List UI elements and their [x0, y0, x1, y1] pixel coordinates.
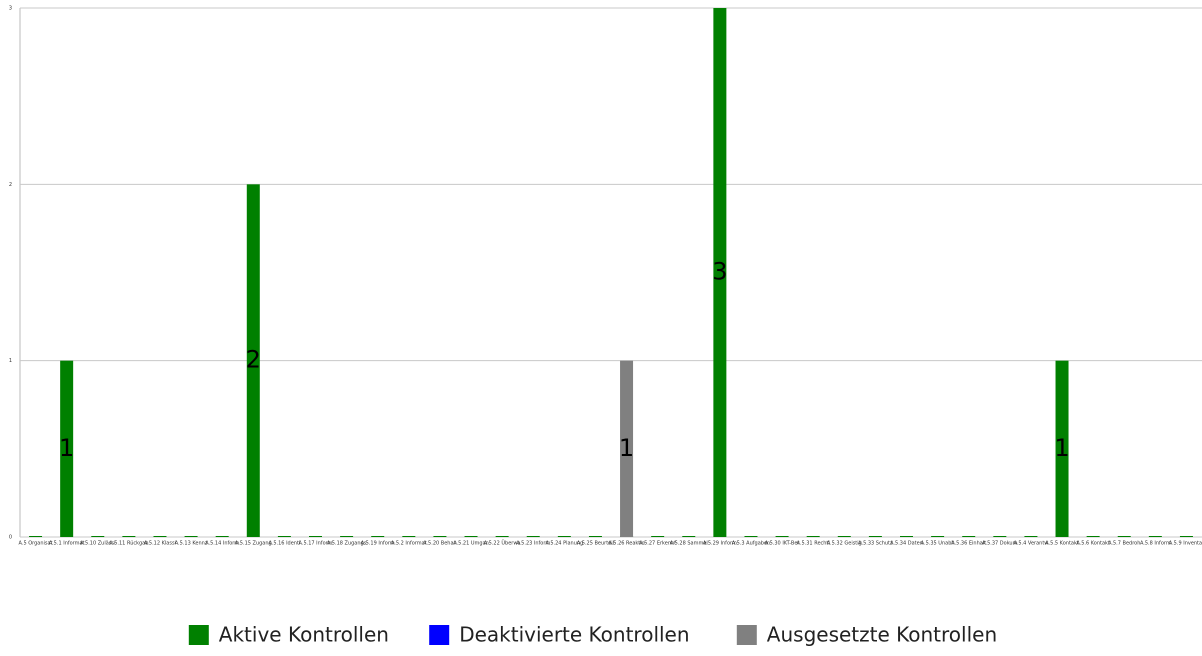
- x-tick-label: A.5 Organisat: [19, 541, 53, 547]
- x-tick-label: A.5.26 Reaktio: [608, 541, 644, 547]
- bar: [744, 536, 758, 537]
- y-tick-label: 3: [9, 6, 12, 12]
- legend-swatch: [188, 625, 209, 645]
- data-label: 1: [59, 434, 74, 462]
- x-tick-label: A.5.6 Kontakt: [1076, 541, 1110, 547]
- x-tick-label: A.5.30 IKT-Ber: [765, 541, 801, 547]
- x-tick-label: A.5.34 Daten: [890, 541, 923, 547]
- legend-label: Aktive Kontrollen: [219, 623, 389, 647]
- bar: [557, 536, 571, 537]
- bar: [1117, 536, 1131, 537]
- bar: [309, 536, 322, 537]
- x-tick-label: A.5.15 Zugang: [235, 541, 272, 547]
- x-tick-label: A.5.11 Rückgab: [109, 541, 148, 547]
- x-tick-label: A.5.27 Erkennt: [639, 541, 676, 547]
- x-tick-label: A.5.1 Informat: [49, 541, 85, 547]
- x-tick-label: A.5.17 Inform: [299, 541, 333, 547]
- bar: [402, 536, 416, 537]
- bar: [433, 536, 447, 537]
- data-label: 3: [712, 258, 727, 286]
- bar: [246, 184, 260, 538]
- x-tick-label: A.5.32 Geistig: [827, 541, 862, 547]
- x-tick-label: A.5.22 Überwa: [484, 540, 521, 547]
- bar: [495, 536, 509, 537]
- bar: [1086, 536, 1100, 537]
- x-tick-label: A.5.14 Inform: [205, 541, 239, 547]
- bar: [868, 536, 882, 537]
- bar: [277, 536, 291, 537]
- x-tick-label: A.5.9 Inventar: [1169, 541, 1202, 547]
- y-tick-label: 2: [9, 182, 12, 188]
- x-tick-label: A.5.4 Verantw: [1013, 541, 1048, 547]
- x-tick-label: A.5.7 Bedroh: [1108, 541, 1140, 547]
- y-tick-label: 0: [9, 535, 12, 541]
- x-tick-label: A.5.21 Umgan: [453, 541, 489, 547]
- bar: [1024, 536, 1038, 537]
- data-label: 1: [619, 434, 634, 462]
- bar: [620, 360, 634, 537]
- x-tick-label: A.5.33 Schutz: [858, 541, 893, 547]
- bar: [1179, 536, 1193, 537]
- bar: [153, 536, 167, 537]
- x-tick-label: A.5.23 Inform: [516, 541, 550, 547]
- bar: [962, 536, 976, 537]
- bar: [29, 536, 43, 537]
- legend-swatch: [736, 625, 757, 645]
- x-tick-label: A.5.5 Kontakt: [1045, 541, 1079, 547]
- x-tick-label: A.5.18 Zugangs: [327, 541, 367, 547]
- bar: [122, 536, 136, 537]
- bar: [806, 536, 820, 537]
- bar: [91, 536, 105, 537]
- bar: [931, 536, 945, 537]
- bar: [526, 536, 540, 537]
- bar: [900, 536, 913, 537]
- bar: [588, 536, 602, 537]
- bar: [340, 536, 354, 537]
- bar: [775, 536, 789, 537]
- bar: [60, 360, 74, 537]
- x-tick-label: A.5.36 Einhalt: [951, 541, 986, 547]
- bar: [1148, 536, 1162, 537]
- legend-label: Deaktivierte Kontrollen: [459, 623, 689, 647]
- bar: [371, 536, 385, 537]
- y-tick-label: 1: [9, 358, 12, 364]
- x-tick-label: A.5.24 Planung: [545, 541, 583, 547]
- x-tick-label: A.5.20 Behan: [423, 541, 457, 547]
- data-label: 2: [246, 346, 261, 374]
- bar: [215, 536, 229, 537]
- bar: [993, 536, 1007, 537]
- x-tick-label: A.5.19 Inform: [361, 541, 395, 547]
- x-tick-label: A.5.16 Identi: [268, 541, 300, 547]
- x-tick-label: A.5.25 Beurteil: [577, 541, 614, 547]
- x-tick-label: A.5.35 Unabh: [921, 541, 955, 547]
- bar: [1055, 360, 1069, 537]
- bar: [713, 8, 727, 537]
- legend-swatch: [429, 625, 450, 645]
- x-tick-label: A.5.2 Informat: [391, 541, 427, 547]
- x-tick-label: A.5.8 Inform: [1140, 541, 1171, 547]
- legend-label: Ausgesetzte Kontrollen: [767, 623, 997, 647]
- x-tick-label: A.5.31 Rechtl: [797, 541, 830, 547]
- x-tick-label: A.5.3 Aufgaben: [732, 541, 770, 547]
- x-tick-label: A.5.29 Inform: [703, 541, 737, 547]
- x-tick-label: A.5.37 Dokum: [982, 541, 1017, 547]
- bar: [682, 536, 696, 537]
- x-tick-label: A.5.10 Zulässi: [80, 541, 115, 547]
- x-tick-label: A.5.28 Sammel: [670, 541, 708, 547]
- bar: [837, 536, 851, 537]
- bar: [184, 536, 198, 537]
- bar: [651, 536, 665, 537]
- x-tick-label: A.5.12 Klassi: [144, 541, 176, 547]
- data-label: 1: [1054, 434, 1069, 462]
- bar: [464, 536, 478, 537]
- x-tick-label: A.5.13 Kennz: [175, 541, 208, 547]
